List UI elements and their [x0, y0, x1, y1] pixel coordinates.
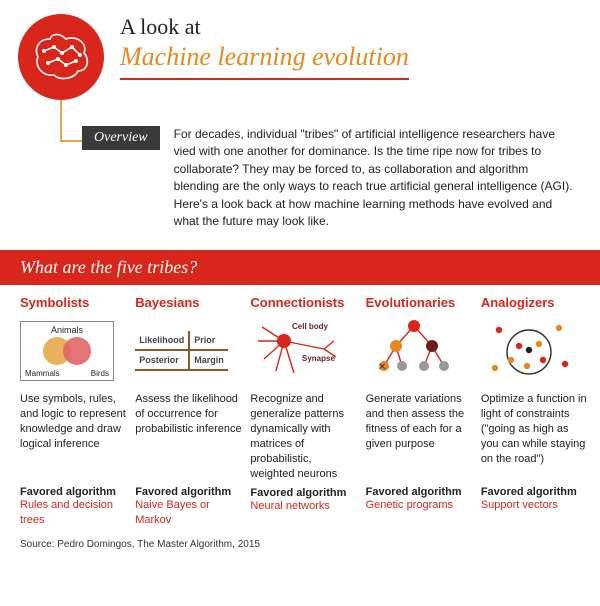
bayes-cell: Prior	[190, 331, 228, 351]
fav-label: Favored algorithm	[250, 487, 357, 499]
fav-algo: Neural networks	[250, 499, 357, 513]
svg-text:✕: ✕	[378, 362, 386, 373]
tribe-desc: Optimize a function in light of constrai…	[481, 392, 588, 480]
tribe-analogizers: Analogizers Optimize a function in light…	[481, 295, 588, 527]
connector-line	[60, 100, 62, 140]
overview-tag: Overview	[82, 126, 160, 150]
page-title: Machine learning evolution	[120, 42, 409, 80]
fav-label: Favored algorithm	[20, 486, 127, 498]
brain-icon	[18, 14, 104, 100]
neuron-edge-label: Synapse	[302, 354, 335, 363]
fav-algo: Naive Bayes or Markov	[135, 498, 242, 527]
bayes-cell: Posterior	[135, 351, 190, 371]
fav-label: Favored algorithm	[366, 486, 473, 498]
tribe-desc: Generate variations and then assess the …	[366, 392, 473, 480]
bayes-cell: Margin	[190, 351, 228, 371]
venn-left-label: Mammals	[25, 369, 60, 378]
fav-algo: Genetic programs	[366, 498, 473, 512]
fav-algo: Support vectors	[481, 498, 588, 512]
tribe-desc: Recognize and generalize patterns dynami…	[250, 392, 357, 481]
tribe-desc: Use symbols, rules, and logic to represe…	[20, 392, 127, 480]
tribe-name: Analogizers	[481, 295, 588, 310]
tribe-symbolists: Symbolists Animals Mammals Birds Use sym…	[20, 295, 127, 527]
evolutionaries-icon: ✕	[366, 316, 473, 386]
bayes-cell: Likelihood	[135, 331, 190, 351]
source-line: Source: Pedro Domingos, The Master Algor…	[0, 531, 600, 550]
tribe-name: Connectionists	[250, 295, 357, 310]
tribe-connectionists: Connectionists Cell body Synapse Recogni…	[250, 295, 357, 527]
connectionists-icon: Cell body Synapse	[250, 316, 357, 386]
neuron-body-label: Cell body	[292, 322, 329, 331]
venn-top-label: Animals	[25, 325, 109, 335]
tribe-evolutionaries: Evolutionaries ✕ Generate variations and…	[366, 295, 473, 527]
symbolists-icon: Animals Mammals Birds	[20, 316, 127, 386]
tribe-name: Evolutionaries	[366, 295, 473, 310]
overview-text: For decades, individual "tribes" of arti…	[174, 126, 574, 230]
tribe-name: Bayesians	[135, 295, 242, 310]
fav-label: Favored algorithm	[481, 486, 588, 498]
section-band: What are the five tribes?	[0, 250, 600, 285]
fav-algo: Rules and decision trees	[20, 498, 127, 527]
tribe-name: Symbolists	[20, 295, 127, 310]
analogizers-icon	[481, 316, 588, 386]
pre-title: A look at	[120, 14, 409, 40]
tribe-desc: Assess the likelihood of occurrence for …	[135, 392, 242, 480]
venn-right-label: Birds	[91, 369, 109, 378]
tribe-bayesians: Bayesians Likelihood Prior Posterior Mar…	[135, 295, 242, 527]
tribes-row: Symbolists Animals Mammals Birds Use sym…	[0, 285, 600, 531]
fav-label: Favored algorithm	[135, 486, 242, 498]
bayesians-icon: Likelihood Prior Posterior Margin	[135, 316, 242, 386]
